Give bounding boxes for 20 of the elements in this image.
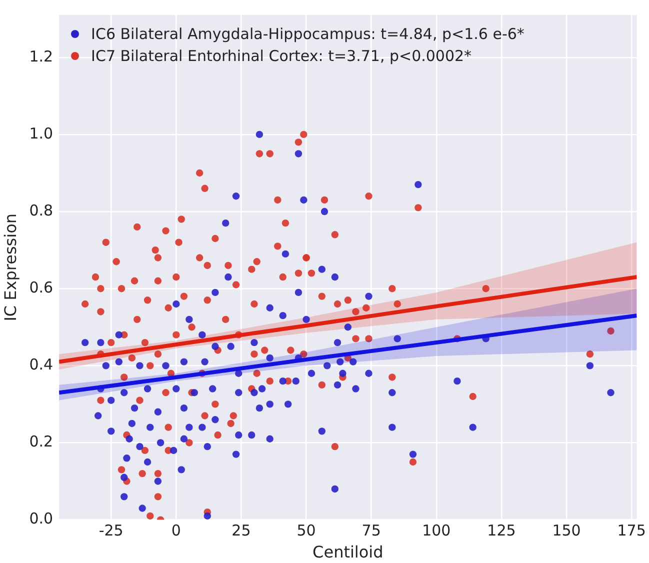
- y-tick-label: 0.0: [29, 510, 54, 528]
- y-tick-label: 1.0: [29, 124, 54, 142]
- y-tick-label: 0.2: [29, 432, 54, 451]
- y-tick-label: 0.4: [29, 356, 54, 374]
- x-tick-label: 150: [552, 522, 581, 540]
- x-tick-label: 175: [617, 522, 646, 540]
- legend-label: IC7 Bilateral Entorhinal Cortex: t=3.71, p<0.0002*: [91, 46, 472, 67]
- x-tick-label: 75: [362, 522, 381, 540]
- y-tick-label: 0.6: [29, 278, 54, 296]
- x-tick-label: 50: [296, 522, 316, 540]
- y-tick-label: 0.8: [29, 201, 54, 220]
- x-tick-label: 0: [171, 522, 181, 540]
- x-tick-label: 100: [422, 522, 451, 540]
- x-axis-title: Centiloid: [312, 542, 384, 562]
- x-tick-label: -25: [98, 522, 124, 540]
- x-tick-label: 125: [487, 522, 516, 540]
- x-tick-label: 25: [232, 522, 251, 540]
- legend-label: IC6 Bilateral Amygdala-Hippocampus: t=4.84, p<1.6 e-6*: [91, 24, 524, 45]
- y-axis-title: IC Expression: [0, 213, 20, 322]
- y-tick-label: 1.2: [29, 47, 54, 66]
